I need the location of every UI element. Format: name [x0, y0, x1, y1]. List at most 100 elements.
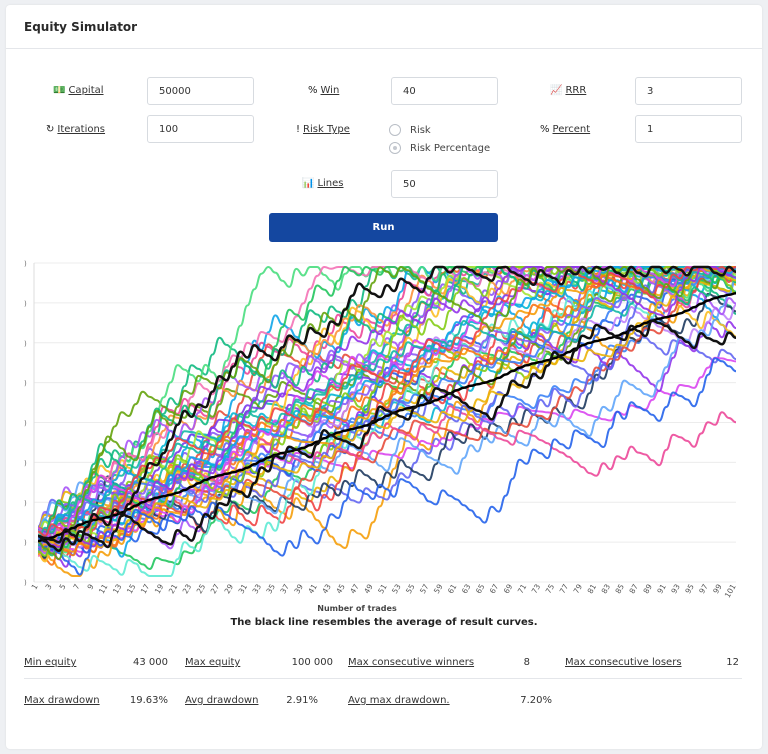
chart-y-tick-stub: )	[24, 459, 27, 467]
chart-x-tick-label: 83	[600, 582, 613, 595]
chart-series-line	[37, 265, 737, 561]
chart-x-tick-label: 71	[516, 582, 529, 595]
risk-radio-option[interactable]: Risk	[389, 124, 431, 136]
lines-input[interactable]	[391, 170, 498, 198]
risk-radio[interactable]	[389, 124, 401, 136]
chart-y-tick-stub: )	[24, 300, 27, 308]
chart-y-tick-stub: )	[24, 420, 27, 428]
max-consecutive-winners-value: 8	[523, 657, 530, 668]
stats-divider	[24, 678, 742, 679]
chart-x-tick-label: 9	[85, 582, 95, 591]
chart-series-line	[37, 265, 737, 553]
chart-series-group	[37, 265, 737, 577]
risk-percentage-radio-option[interactable]: Risk Percentage	[389, 142, 490, 154]
chart-series-line	[37, 265, 737, 557]
chart-x-tick-label: 53	[390, 582, 403, 595]
chart-series-line	[37, 265, 737, 542]
capital-label: 💵 Capital	[53, 85, 104, 96]
avg-drawdown-label: Avg drawdown	[185, 695, 259, 706]
chart-x-tick-label: 97	[697, 582, 710, 595]
risk-type-label: ! Risk Type	[296, 124, 350, 135]
chart-y-tick-stub: )	[24, 380, 27, 388]
chart-x-tick-label: 95	[683, 582, 696, 595]
chart-series-line	[37, 357, 737, 576]
chart-x-tick-label: 87	[627, 582, 640, 595]
chart-x-tick-label: 3	[44, 582, 54, 591]
max-consecutive-winners-label: Max consecutive winners	[348, 657, 475, 668]
chart-x-tick-label: 19	[153, 582, 166, 595]
min-equity-label: Min equity	[24, 657, 77, 668]
chart-x-tick-label: 31	[237, 582, 250, 595]
chart-x-tick-label: 7	[71, 582, 81, 591]
chart-x-tick-label: 59	[432, 582, 445, 595]
max-drawdown-label: Max drawdown	[24, 695, 100, 706]
line-chart-icon: 📈	[550, 85, 563, 96]
chart-caption: The black line resembles the average of …	[230, 617, 538, 628]
avg-max-drawdown-label: Avg max drawdown.	[348, 695, 450, 706]
equity-chart: ))))))))) 1 3 5 7 9 11 13 15 17 19 21 23 25 27 29 31 33 3…	[24, 260, 738, 613]
chart-series-line	[37, 319, 737, 546]
chart-x-tick-label: 55	[404, 582, 417, 595]
chart-x-tick-label: 27	[209, 582, 222, 595]
chart-series-line	[37, 265, 737, 554]
chart-x-tick-label: 75	[544, 582, 557, 595]
chart-x-tick-label: 39	[292, 582, 305, 595]
chart-x-tick-label: 5	[57, 582, 67, 591]
chart-x-tick-label: 49	[362, 582, 375, 595]
max-drawdown-value: 19.63%	[129, 695, 168, 706]
cash-icon: 💵	[53, 85, 66, 96]
chart-x-tick-label: 45	[334, 582, 347, 595]
chart-x-tick-label: 101	[723, 582, 738, 599]
exclamation-icon: !	[296, 124, 301, 135]
chart-x-tick-label: 21	[167, 582, 180, 595]
chart-series-line	[37, 405, 737, 542]
max-consecutive-losers-label: Max consecutive losers	[565, 657, 682, 668]
chart-x-tick-label: 81	[586, 582, 599, 595]
chart-x-tick-label: 69	[502, 582, 515, 595]
chart-series-line	[37, 265, 737, 548]
chart-x-tick-label: 29	[223, 582, 236, 595]
percent-icon: %	[308, 85, 318, 96]
chart-x-tick-label: 91	[655, 582, 668, 595]
chart-x-ticks: 1 3 5 7 9 11 13 15 17 19 21 23 25 27 29 31 33 35 37 39 41 43 4…	[30, 582, 738, 599]
chart-series-line	[37, 265, 737, 549]
risk-percentage-radio[interactable]	[389, 142, 401, 154]
chart-x-tick-label: 13	[111, 582, 124, 595]
rrr-label: 📈 RRR	[550, 85, 587, 96]
chart-y-tick-stub: )	[24, 340, 27, 348]
chart-y-tick-stub: )	[24, 539, 27, 547]
chart-x-tick-label: 1	[30, 582, 40, 591]
card-header: Equity Simulator	[6, 5, 762, 49]
chart-x-tick-label: 17	[139, 582, 152, 595]
chart-x-tick-label: 79	[572, 582, 585, 595]
chart-x-tick-label: 93	[669, 582, 682, 595]
chart-x-tick-label: 43	[320, 582, 333, 595]
chart-x-tick-label: 35	[264, 582, 277, 595]
iterations-input[interactable]	[147, 115, 254, 143]
repeat-icon: ↻	[46, 124, 55, 135]
percent-input[interactable]	[635, 115, 742, 143]
percent-icon: %	[540, 124, 550, 135]
chart-x-tick-label: 51	[376, 582, 389, 595]
lines-label: 📊 Lines	[302, 178, 344, 189]
chart-x-tick-label: 73	[530, 582, 543, 595]
chart-x-tick-label: 25	[195, 582, 208, 595]
run-button[interactable]: Run	[269, 213, 498, 242]
iterations-label: ↻ Iterations	[46, 124, 106, 135]
win-input[interactable]	[391, 77, 498, 105]
chart-x-axis-label: Number of trades	[317, 604, 397, 613]
chart-x-tick-label: 85	[613, 582, 626, 595]
chart-average-line	[37, 291, 737, 543]
equity-simulator-card: Equity Simulator 💵Capital %Win 📈RRR ↻Ite…	[6, 5, 762, 749]
chart-x-tick-label: 67	[488, 582, 501, 595]
capital-input[interactable]	[147, 77, 254, 105]
max-equity-value: 100 000	[291, 657, 333, 668]
chart-x-tick-label: 47	[348, 582, 361, 595]
rrr-input[interactable]	[635, 77, 742, 105]
percent-label: % Percent	[540, 124, 591, 135]
chart-x-tick-label: 77	[558, 582, 571, 595]
min-equity-value: 43 000	[133, 657, 168, 668]
chart-x-tick-label: 99	[711, 582, 724, 595]
chart-x-tick-label: 65	[474, 582, 487, 595]
chart-y-tick-stub: )	[24, 579, 27, 587]
